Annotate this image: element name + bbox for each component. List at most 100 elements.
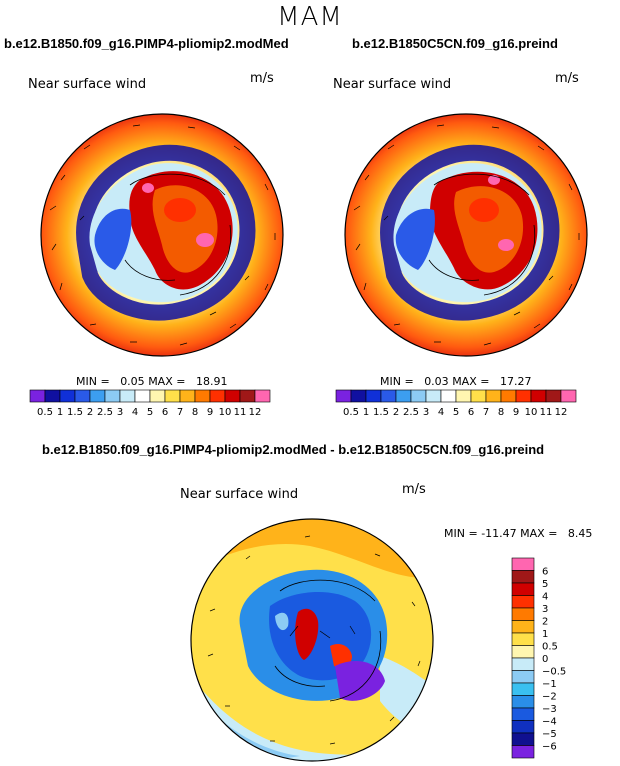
diff-polar-map <box>190 518 434 762</box>
panel-2-polar-map <box>344 113 588 357</box>
diff-colorbar-label: −0.5 <box>542 667 566 678</box>
panel-1-units-label: m/s <box>250 71 274 86</box>
panel-1-colorbar-label: 11 <box>234 407 247 418</box>
panel-1-colorbar-label: 1 <box>57 407 63 418</box>
panel-2-colorbar-label: 1.5 <box>373 407 389 418</box>
panel-1-colorbar-label: 5 <box>147 407 153 418</box>
panel-1-colorbar-label: 6 <box>162 407 168 418</box>
diff-colorbar-swatch <box>511 720 535 734</box>
diff-colorbar-swatch <box>511 745 535 759</box>
diff-colorbar-label: 0.5 <box>542 642 558 653</box>
diff-panel-title: b.e12.B1850.f09_g16.PIMP4-pliomip2.modMe… <box>42 442 545 457</box>
panel-2-colorbar: 0.5 1 1.5 2 2.5 3 4 5 6 7 8 9 10 11 12 <box>335 389 577 418</box>
panel-1-colorbar-swatch <box>134 389 151 403</box>
panel-1-min-max: MIN = 0.05 MAX = 18.91 <box>76 375 227 388</box>
panel-1-colorbar-label: 12 <box>249 407 262 418</box>
diff-colorbar: 65 43 21 0.50 −0.5−1 −2−3 −4−5 −6 <box>511 557 566 759</box>
diff-colorbar-swatch <box>511 557 535 571</box>
panel-1-colorbar-swatch <box>74 389 91 403</box>
diff-colorbar-swatch <box>511 670 535 684</box>
panel-1-polar-map <box>40 113 284 357</box>
panel-2-colorbar-swatch <box>440 389 457 403</box>
panel-1-colorbar-swatch <box>104 389 121 403</box>
diff-colorbar-label: 4 <box>542 592 548 603</box>
diff-colorbar-swatch <box>511 657 535 671</box>
diff-colorbar-label: 0 <box>542 654 548 665</box>
panel-1-colorbar-swatch <box>254 389 271 403</box>
panel-2-colorbar-swatch <box>500 389 517 403</box>
panel-1-title: b.e12.B1850.f09_g16.PIMP4-pliomip2.modMe… <box>4 36 289 51</box>
panel-2-colorbar-swatch <box>485 389 502 403</box>
panel-2-min-max: MIN = 0.03 MAX = 17.27 <box>380 375 531 388</box>
diff-colorbar-label: 6 <box>542 567 548 578</box>
diff-colorbar-label: −5 <box>542 729 557 740</box>
panel-2-colorbar-swatch <box>335 389 352 403</box>
panel-1-colorbar-label: 1.5 <box>67 407 83 418</box>
panel-1-colorbar-swatch <box>164 389 181 403</box>
panel-2-colorbar-label: 4 <box>438 407 444 418</box>
panel-2-colorbar-label: 0.5 <box>343 407 359 418</box>
panel-1-colorbar-label: 8 <box>192 407 198 418</box>
diff-colorbar-label: 5 <box>542 579 548 590</box>
panel-1-colorbar-swatch <box>29 389 46 403</box>
panel-2-min-label: MIN = <box>380 375 414 388</box>
panel-1-colorbar-swatch <box>194 389 211 403</box>
panel-2-colorbar-swatch <box>530 389 547 403</box>
panel-1-colorbar-swatch <box>209 389 226 403</box>
diff-min-value: -11.47 <box>481 527 517 540</box>
diff-colorbar-label: −1 <box>542 679 557 690</box>
diff-colorbar-swatch <box>511 632 535 646</box>
panel-2-colorbar-label: 7 <box>483 407 489 418</box>
diff-colorbar-swatch <box>511 682 535 696</box>
panel-2-colorbar-label: 2 <box>393 407 399 418</box>
diff-panel-units-label: m/s <box>402 482 426 497</box>
panel-2-max-value: 17.27 <box>499 375 532 388</box>
panel-2-variable-label: Near surface wind <box>333 77 452 92</box>
diff-colorbar-label: −3 <box>542 704 557 715</box>
panel-1-colorbar-swatch <box>59 389 76 403</box>
panel-2-units-label: m/s <box>555 71 579 86</box>
panel-1-min-label: MIN = <box>76 375 110 388</box>
panel-2-colorbar-swatch <box>545 389 562 403</box>
panel-1-colorbar-label: 2 <box>87 407 93 418</box>
panel-1-colorbar-swatch <box>149 389 166 403</box>
panel-2-colorbar-label: 2.5 <box>403 407 419 418</box>
panel-2-colorbar-label: 8 <box>498 407 504 418</box>
panel-2-title: b.e12.B1850C5CN.f09_g16.preind <box>352 36 558 51</box>
panel-2-colorbar-label: 1 <box>363 407 369 418</box>
diff-colorbar-swatch <box>511 570 535 584</box>
panel-2-colorbar-swatch <box>470 389 487 403</box>
diff-colorbar-label: 1 <box>542 629 548 640</box>
panel-1-colorbar-swatch <box>44 389 61 403</box>
diff-colorbar-label: −2 <box>542 692 557 703</box>
diff-colorbar-label: 2 <box>542 617 548 628</box>
panel-2-colorbar-label: 12 <box>555 407 568 418</box>
panel-1-colorbar-swatch <box>224 389 241 403</box>
panel-1-colorbar-swatch <box>179 389 196 403</box>
panel-2-colorbar-swatch <box>395 389 412 403</box>
diff-max-value: 8.45 <box>567 527 593 540</box>
panel-1-colorbar-label: 3 <box>117 407 123 418</box>
diff-colorbar-swatch <box>511 607 535 621</box>
panel-1-colorbar-label: 9 <box>207 407 213 418</box>
panel-2-min-value: 0.03 <box>424 375 449 388</box>
diff-max-label: MAX = <box>520 527 558 540</box>
diff-colorbar-swatch <box>511 707 535 721</box>
panel-2-max-label: MAX = <box>452 375 490 388</box>
panel-2-colorbar-swatch <box>425 389 442 403</box>
panel-2-colorbar-swatch <box>380 389 397 403</box>
panel-2-colorbar-label: 9 <box>513 407 519 418</box>
diff-colorbar-swatch <box>511 695 535 709</box>
panel-1-max-label: MAX = <box>148 375 186 388</box>
panel-1-min-value: 0.05 <box>120 375 145 388</box>
panel-1-colorbar-label: 10 <box>219 407 232 418</box>
panel-2-colorbar-swatch <box>455 389 472 403</box>
panel-1-colorbar-label: 7 <box>177 407 183 418</box>
panel-2-colorbar-swatch <box>365 389 382 403</box>
diff-colorbar-swatch <box>511 645 535 659</box>
figure-title: MAM <box>277 2 343 32</box>
panel-2-colorbar-label: 11 <box>540 407 553 418</box>
diff-colorbar-swatch <box>511 620 535 634</box>
panel-1-colorbar-swatch <box>239 389 256 403</box>
panel-1-colorbar-label: 4 <box>132 407 138 418</box>
